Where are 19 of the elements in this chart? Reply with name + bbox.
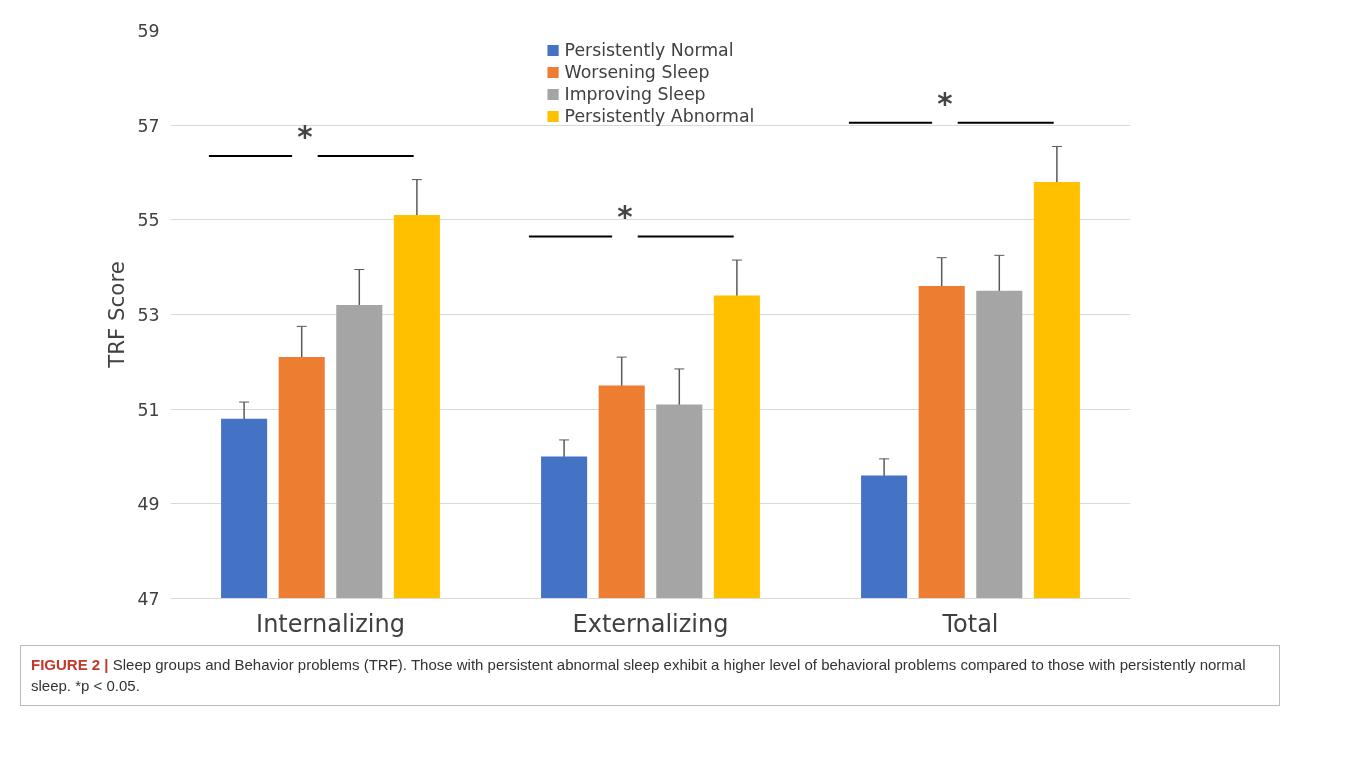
y-tick-label: 59 — [137, 21, 160, 41]
y-tick-label: 53 — [137, 305, 160, 325]
annotation: * — [297, 120, 313, 154]
y-tick-label: 49 — [137, 494, 160, 515]
annotation: * — [937, 86, 953, 121]
y-tick-label: 47 — [137, 589, 160, 609]
y-tick-label: 55 — [137, 210, 160, 231]
caption: FIGURE 2 | Sleep groups and Behavior problems (TRF). Those with persistent abnormal sleep exhibit a higher level of behavioral problems compared to those with persistently normal sleep. *p < 0.05. — [31, 655, 1247, 697]
annotation: * — [617, 200, 633, 235]
y-tick-label: 57 — [137, 115, 160, 136]
y-axis-title: TRF Score — [104, 261, 130, 369]
legend-label: Persistently Abnormal — [564, 106, 755, 126]
x-tick-label: Externalizing — [572, 609, 729, 638]
legend-label: Worsening Sleep — [564, 62, 710, 82]
legend-label: Persistently Normal — [564, 40, 734, 60]
x-tick-label: Internalizing — [256, 609, 405, 638]
y-tick-label: 51 — [137, 399, 160, 420]
x-tick-label: Total — [941, 609, 999, 638]
legend-label: Improving Sleep — [564, 84, 706, 104]
